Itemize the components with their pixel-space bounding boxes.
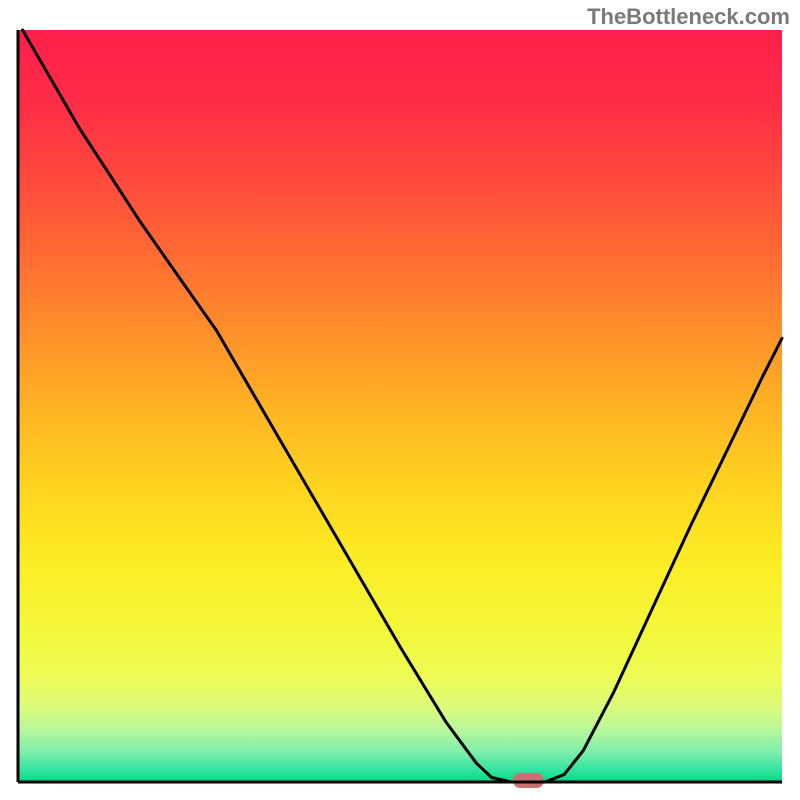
plot-background-gradient xyxy=(18,30,782,782)
chart-svg xyxy=(0,0,800,800)
chart-container: TheBottleneck.com xyxy=(0,0,800,800)
watermark-text: TheBottleneck.com xyxy=(587,4,790,30)
